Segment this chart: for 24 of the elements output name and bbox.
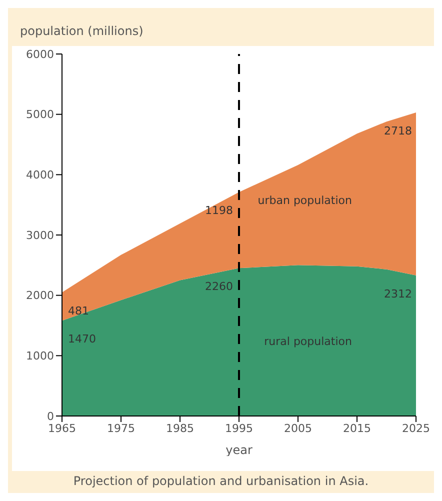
annotation: 2260 xyxy=(205,280,233,294)
x-tick-label: 1995 xyxy=(225,422,253,435)
y-tick-label: 4000 xyxy=(26,168,54,182)
series-label: rural population xyxy=(264,335,352,348)
y-tick-label: 5000 xyxy=(26,108,54,122)
y-tick-label: 0 xyxy=(47,410,54,423)
y-tick-label: 6000 xyxy=(26,48,54,61)
x-tick-label: 1975 xyxy=(107,422,135,435)
x-tick-label: 2025 xyxy=(402,422,430,435)
x-tick-label: 1965 xyxy=(48,422,76,435)
annotation: 2718 xyxy=(384,124,412,138)
annotation: 2312 xyxy=(384,287,412,300)
annotation: 1470 xyxy=(68,332,96,346)
x-tick-label: 1985 xyxy=(166,422,194,435)
annotation: 481 xyxy=(68,304,89,318)
x-tick-label: 2005 xyxy=(284,422,312,435)
annotation: 1198 xyxy=(205,204,233,218)
text: Projection of population and urbanisation in Asia. xyxy=(72,474,370,488)
x-tick-label: 2015 xyxy=(343,422,371,435)
y-tick-label: 3000 xyxy=(26,228,54,242)
y-axis-title: population (millions) xyxy=(20,24,144,38)
y-tick-label: 2000 xyxy=(26,289,54,302)
y-tick-label: 1000 xyxy=(26,350,54,363)
series-label: urban population xyxy=(258,194,352,207)
